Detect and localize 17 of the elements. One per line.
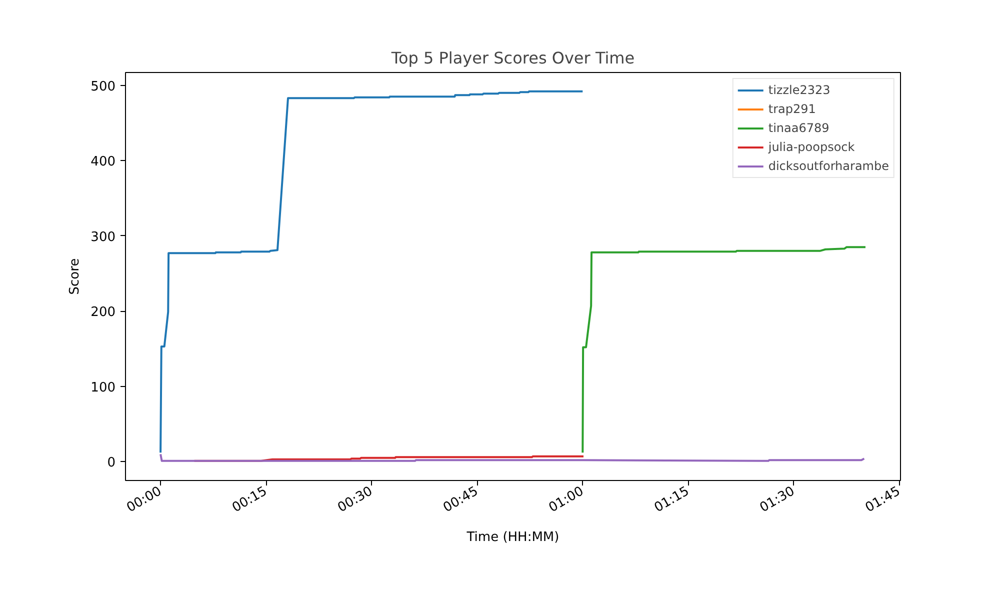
y-tick-label: 100 [90, 380, 116, 396]
y-axis-title: Score [68, 258, 83, 295]
line-series [160, 453, 866, 462]
legend-label: tinaa6789 [768, 121, 830, 135]
legend-label: dicksoutforharambe [768, 159, 889, 173]
legend-label: julia-poopsock [768, 140, 855, 154]
chart-title: Top 5 Player Scores Over Time [390, 48, 635, 68]
line-series [160, 90, 584, 454]
y-tick-label: 300 [90, 230, 116, 245]
y-tick-label: 500 [90, 79, 116, 94]
legend-label: trap291 [768, 102, 816, 116]
y-tick-label: 200 [90, 305, 116, 320]
x-axis-title: Time (HH:MM) [466, 530, 560, 546]
y-tick-label: 400 [90, 154, 116, 170]
y-tick-label: 0 [107, 456, 116, 471]
line-series [582, 246, 866, 454]
legend-label: tizzle2323 [768, 83, 830, 97]
